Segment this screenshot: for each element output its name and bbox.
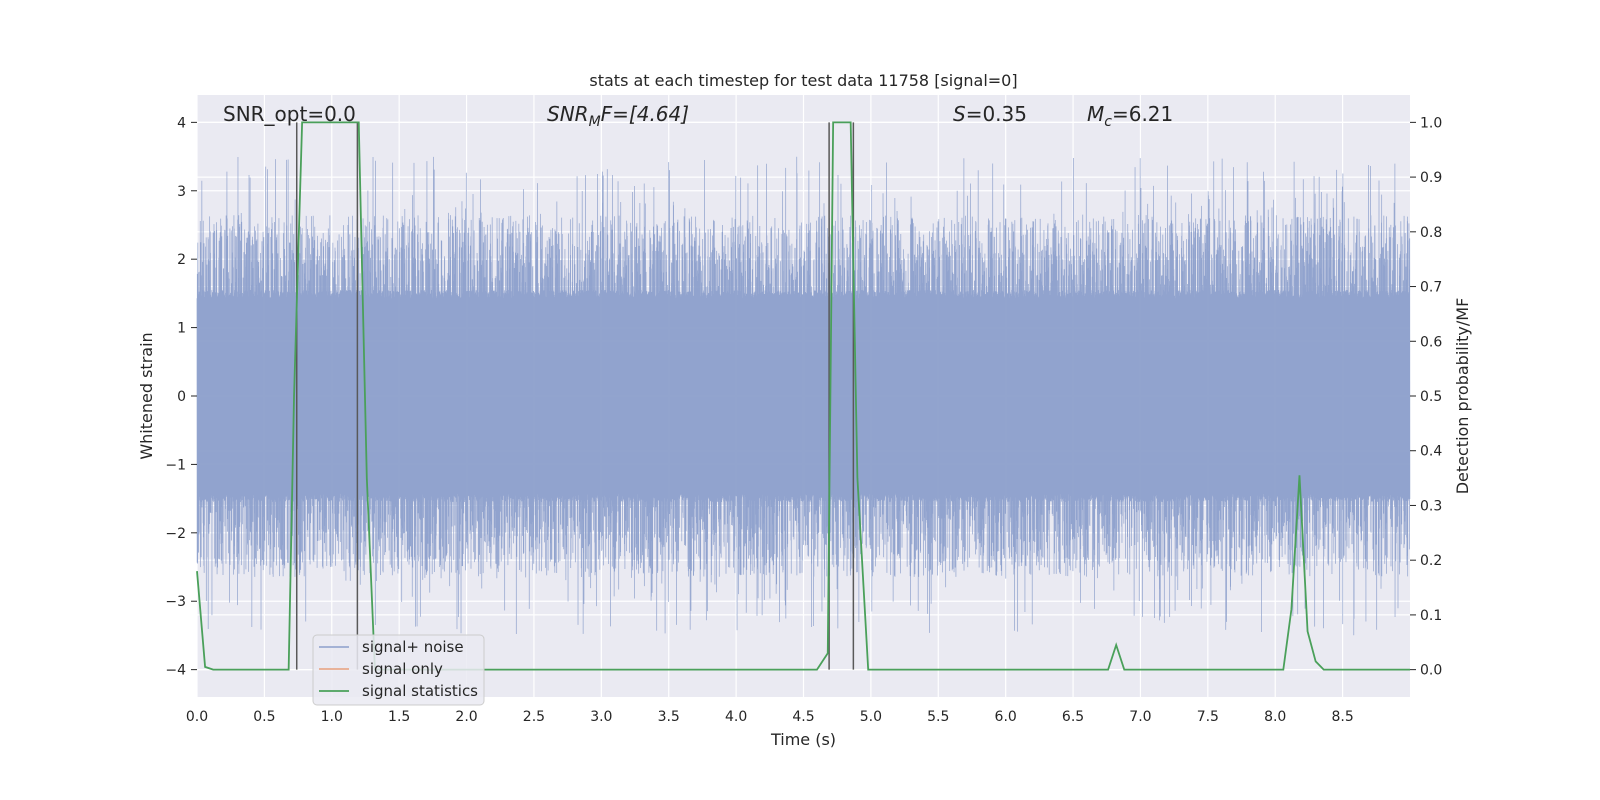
y-left-tick-label: 2 — [177, 252, 186, 268]
x-tick-label: 6.0 — [995, 709, 1017, 725]
y-right-tick-label: 0.9 — [1420, 170, 1442, 186]
y-right-tick-label: 0.6 — [1420, 334, 1442, 350]
x-tick-label: 3.5 — [658, 709, 680, 725]
x-tick-label: 3.0 — [590, 709, 612, 725]
y-right-tick-label: 0.3 — [1420, 498, 1442, 514]
x-tick-label: 5.5 — [927, 709, 949, 725]
legend-box — [312, 634, 485, 706]
x-tick-label: 8.5 — [1331, 709, 1353, 725]
annotation-snr-mf-rest: F=[4.64] — [601, 102, 689, 126]
x-tick-label: 7.5 — [1197, 709, 1219, 725]
x-tick-label: 8.0 — [1264, 709, 1286, 725]
y-left-tick-label: 4 — [177, 115, 186, 131]
annotation-mc: Mc=6.21 — [1087, 102, 1173, 130]
y-right-tick-label: 0.8 — [1420, 225, 1442, 241]
x-tick-label: 2.0 — [455, 709, 477, 725]
legend-label-signal-statistics: signal statistics — [362, 682, 478, 700]
y-right-tick-label: 0.7 — [1420, 280, 1442, 296]
annotation-s: S=0.35 — [953, 102, 1027, 126]
annotation-mc-sub: c — [1104, 114, 1112, 130]
y-axis-left-label: Whitened strain — [137, 332, 156, 459]
x-tick-label: 0.5 — [253, 709, 275, 725]
y-left-tick-label: −2 — [165, 526, 186, 542]
y-left-tick-label: 0 — [177, 389, 186, 405]
annotation-mc-rest: =6.21 — [1112, 102, 1173, 126]
x-tick-label: 1.0 — [321, 709, 343, 725]
y-right-tick-label: 0.1 — [1420, 608, 1442, 624]
x-tick-label: 7.0 — [1129, 709, 1151, 725]
y-right-tick-label: 1.0 — [1420, 115, 1442, 131]
x-axis-label: Time (s) — [770, 730, 836, 749]
legend: signal+ noise signal only signal statist… — [312, 634, 485, 706]
y-right-tick-label: 0.2 — [1420, 553, 1442, 569]
y-right-tick-label: 0.5 — [1420, 389, 1442, 405]
annotation-s-rest: =0.35 — [966, 102, 1027, 126]
x-tick-label: 0.0 — [186, 709, 208, 725]
x-tick-label: 4.0 — [725, 709, 747, 725]
y-axis-right-label: Detection probability/MF — [1453, 298, 1472, 495]
axes: 0.0 0.5 1.0 1.5 2.0 2.5 3.0 3.5 4.0 4.5 5.0 5.5 6.0 6… — [165, 115, 1442, 725]
x-tick-label: 4.5 — [792, 709, 814, 725]
x-tick-label: 6.5 — [1062, 709, 1084, 725]
x-tick-label: 1.5 — [388, 709, 410, 725]
legend-label-signal-only: signal only — [362, 660, 443, 678]
annotation-s-main: S — [953, 102, 966, 126]
x-tick-label: 5.0 — [860, 709, 882, 725]
chart-title: stats at each timestep for test data 117… — [589, 71, 1017, 90]
annotation-mc-main: M — [1087, 102, 1104, 126]
y-left-tick-label: 1 — [177, 321, 186, 337]
annotation-snr-mf: SNRMF=[4.64] — [547, 102, 689, 130]
y-right-tick-label: 0.0 — [1420, 663, 1442, 679]
series-signal-statistics — [196, 121, 1410, 671]
y-right-tick-label: 0.4 — [1420, 444, 1442, 460]
signal-noise-line — [196, 156, 1411, 636]
signal-statistics-line — [196, 121, 1410, 671]
annotation-snr-opt: SNR_opt=0.0 — [223, 102, 356, 126]
y-left-tick-label: −3 — [165, 594, 186, 610]
y-left-tick-label: 3 — [177, 184, 186, 200]
series-signal-noise — [196, 156, 1411, 636]
legend-label-signal-noise: signal+ noise — [362, 638, 464, 656]
y-left-tick-label: −1 — [165, 457, 186, 473]
y-left-tick-label: −4 — [165, 663, 186, 679]
x-tick-label: 2.5 — [523, 709, 545, 725]
annotation-snr-mf-main: SNR — [547, 102, 589, 126]
annotation-snr-mf-sub: M — [589, 114, 601, 130]
